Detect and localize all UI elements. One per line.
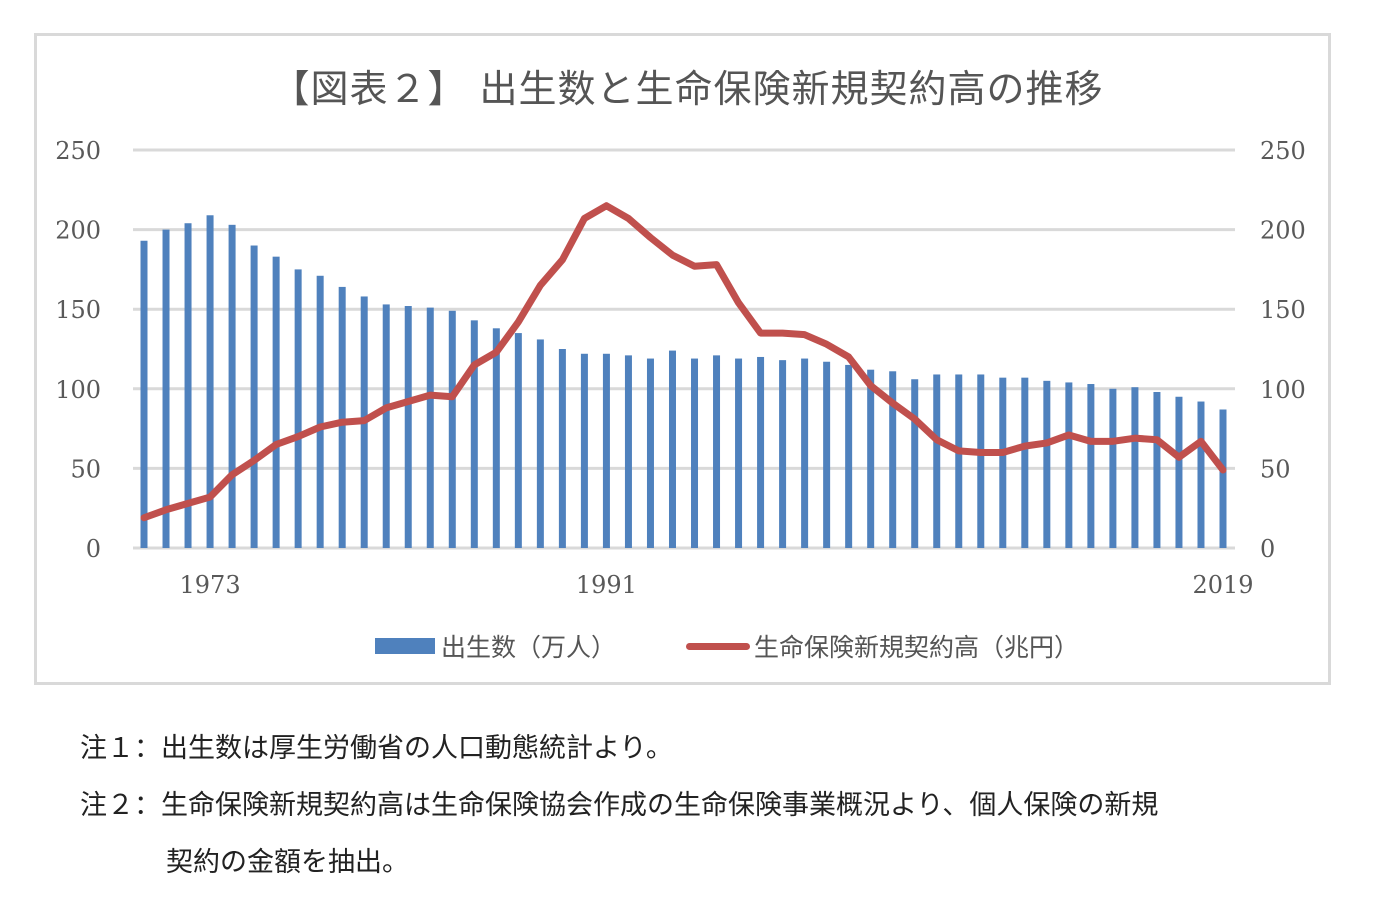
x-tick-label: 2019	[1192, 571, 1253, 599]
chart-frame	[34, 33, 1331, 685]
bar	[757, 356, 765, 548]
legend-insurance-label: 生命保険新規契約高（兆円）	[754, 633, 1080, 662]
y-tick-label-right: 250	[1260, 137, 1306, 165]
bar	[1043, 380, 1051, 548]
bar	[867, 369, 875, 548]
notes: 注１：出生数は厚生労働省の人口動態統計より。 注２：生命保険新規契約高は生命保険…	[80, 720, 1158, 891]
bar	[823, 361, 831, 548]
y-tick-label-left: 0	[86, 535, 101, 563]
bar	[779, 360, 787, 548]
bar	[316, 275, 324, 548]
x-tick-label: 1991	[576, 571, 637, 599]
y-tick-label-right: 100	[1260, 376, 1306, 404]
y-tick-label-right: 150	[1260, 296, 1306, 324]
bar	[602, 353, 610, 548]
bar	[206, 215, 214, 548]
y-tick-label-right: 50	[1260, 455, 1291, 483]
legend-births-label: 出生数（万人）	[441, 633, 617, 662]
bar	[536, 339, 544, 548]
legend-bar-swatch-icon	[375, 638, 435, 654]
bar	[955, 374, 963, 548]
bar	[735, 358, 743, 548]
bar	[1175, 396, 1183, 548]
bar	[1109, 388, 1117, 548]
bar	[1065, 382, 1073, 548]
bar	[668, 350, 676, 548]
x-tick-label: 1973	[180, 571, 241, 599]
births-bars	[140, 215, 1227, 548]
bar	[977, 374, 985, 548]
bar	[691, 358, 699, 548]
bar	[999, 377, 1007, 548]
bar	[1087, 384, 1095, 548]
bar	[1153, 391, 1161, 548]
bar	[140, 240, 148, 548]
bar	[801, 358, 809, 548]
y-axis-right: 0 50 100 150 200 250	[1260, 137, 1306, 563]
bar	[338, 286, 346, 548]
bar	[1219, 409, 1227, 548]
insurance-line	[140, 202, 1227, 522]
y-tick-label-left: 250	[55, 137, 101, 165]
y-tick-label-right: 0	[1260, 535, 1275, 563]
bar	[1131, 387, 1139, 548]
bar	[580, 353, 588, 548]
bar	[845, 364, 853, 548]
bar	[514, 333, 522, 548]
note-2-line-1: 注２：生命保険新規契約高は生命保険協会作成の生命保険事業概況より、個人保険の新規	[80, 790, 1159, 821]
bar	[228, 224, 236, 548]
bar	[426, 307, 434, 548]
bar	[250, 245, 258, 548]
bar	[911, 379, 919, 548]
note-2-line-2: 契約の金額を抽出。	[166, 847, 409, 878]
y-tick-label-left: 200	[55, 217, 101, 245]
bar	[1021, 377, 1029, 548]
bar	[624, 355, 632, 548]
legend-line-swatch-icon	[686, 642, 751, 650]
bar	[162, 229, 170, 548]
y-tick-label-left: 50	[70, 455, 101, 483]
y-tick-label-left: 150	[55, 296, 101, 324]
bar	[492, 328, 500, 548]
bar	[470, 320, 478, 548]
bar	[933, 374, 941, 548]
y-tick-label-right: 200	[1260, 217, 1306, 245]
bar	[646, 358, 654, 548]
bar	[1197, 401, 1205, 548]
bar	[713, 355, 721, 548]
y-tick-label-left: 100	[55, 376, 101, 404]
bar	[382, 304, 390, 548]
bar	[404, 306, 412, 548]
bar	[294, 269, 302, 548]
chart-title: 【図表２】 出生数と生命保険新規契約高の推移	[271, 67, 1104, 111]
legend: 出生数（万人） 生命保険新規契約高（兆円）	[375, 628, 1079, 664]
bar	[448, 310, 456, 548]
bar	[272, 256, 280, 548]
x-axis: 1973 1991 2019	[180, 571, 1254, 599]
bar	[558, 349, 566, 548]
note-1: 注１：出生数は厚生労働省の人口動態統計より。	[80, 733, 673, 764]
y-axis-left: 0 50 100 150 200 250	[55, 137, 101, 563]
bar	[889, 371, 897, 548]
bar	[184, 223, 192, 548]
